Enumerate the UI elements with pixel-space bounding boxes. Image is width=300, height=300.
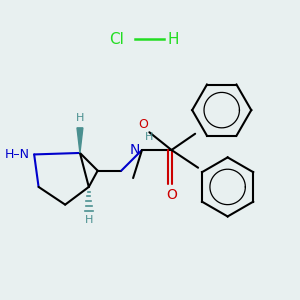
Text: H: H [145,132,153,142]
Text: H: H [76,113,84,123]
Text: O: O [138,118,148,131]
Text: H–N: H–N [5,148,30,161]
Text: Cl: Cl [110,32,124,47]
Text: H: H [167,32,179,47]
Text: H: H [85,215,93,225]
Text: N: N [130,143,140,157]
Text: O: O [166,188,177,203]
Polygon shape [77,128,83,153]
